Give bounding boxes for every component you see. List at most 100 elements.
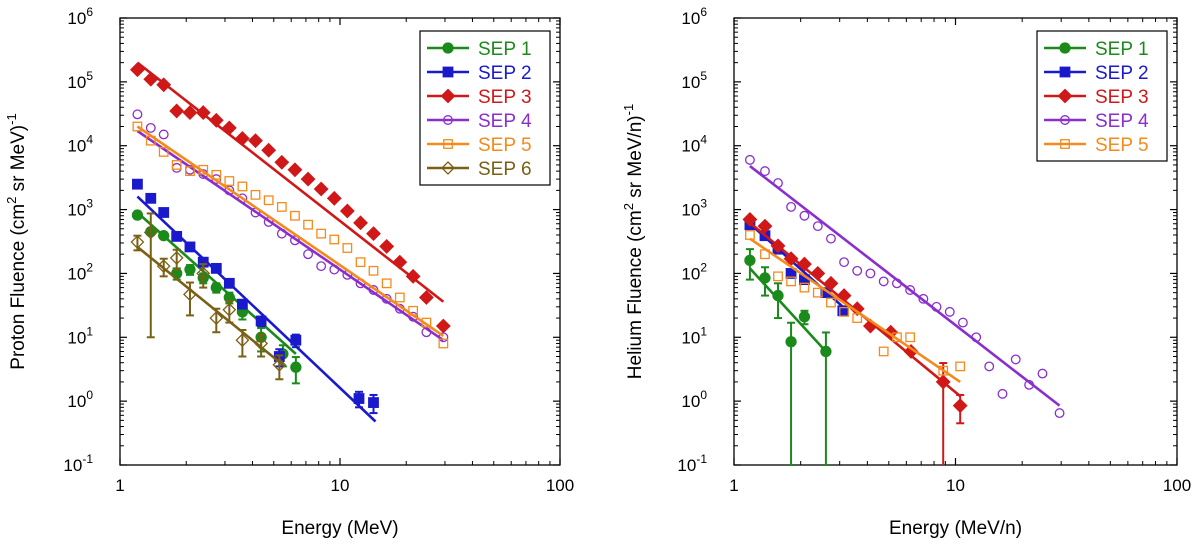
- data-point: [757, 218, 773, 234]
- data-point: [786, 201, 797, 212]
- data-point: [290, 361, 302, 373]
- x-tick-label: 100: [546, 476, 574, 495]
- y-tick-exponent: 1: [86, 324, 93, 338]
- data-point: [1037, 368, 1048, 379]
- data-point: [184, 263, 196, 276]
- data-point: [222, 302, 237, 317]
- y-axis-label: Proton Fluence (cm2 sr MeV)-1: [4, 113, 29, 369]
- legend-label: SEP 1: [1095, 39, 1149, 60]
- y-tick-base: 10: [681, 328, 700, 347]
- y-label-mid: sr MeV/n): [625, 115, 646, 203]
- data-point: [208, 112, 224, 128]
- y-label-sup: 2: [4, 197, 19, 204]
- data-point: [326, 190, 342, 206]
- legend-marker: [1060, 115, 1070, 125]
- data-point: [130, 235, 145, 249]
- y-tick-label: 106: [67, 5, 93, 28]
- data-point: [237, 193, 248, 204]
- y-tick-exponent: 1: [700, 324, 707, 338]
- series-4: [132, 109, 449, 343]
- data-point: [143, 71, 159, 87]
- y-tick-label: 103: [67, 197, 93, 220]
- y-tick-base: 10: [67, 328, 86, 347]
- data-point: [255, 315, 267, 327]
- y-tick-base: 10: [681, 264, 700, 283]
- legend-marker: [442, 66, 454, 78]
- data-point: [826, 297, 836, 308]
- y-tick-label: 103: [681, 197, 707, 220]
- legend-marker: [441, 161, 455, 175]
- x-tick-label: 100: [1163, 476, 1191, 495]
- data-point: [935, 374, 951, 390]
- data-point: [812, 221, 823, 232]
- data-point: [366, 226, 381, 242]
- y-tick-label: 105: [67, 69, 93, 92]
- y-tick-base: 10: [681, 137, 700, 156]
- data-point: [368, 265, 379, 276]
- data-point: [839, 306, 849, 317]
- y-tick-exponent: 3: [86, 197, 93, 211]
- data-point: [234, 131, 250, 146]
- data-point: [185, 166, 195, 177]
- legend-label: SEP 2: [1095, 63, 1149, 84]
- legend-label: SEP 3: [478, 87, 532, 108]
- fit-line: [136, 245, 284, 366]
- plot-area: [742, 154, 1065, 465]
- data-point: [1054, 408, 1065, 419]
- y-tick-base: 10: [681, 201, 700, 220]
- data-point: [145, 135, 156, 146]
- x-tick-label: 1: [729, 476, 738, 495]
- data-point: [316, 261, 327, 272]
- legend-marker: [440, 88, 456, 104]
- data-point: [171, 231, 183, 242]
- data-point: [823, 275, 839, 291]
- data-point: [158, 129, 169, 140]
- y-tick-base: 10: [67, 9, 86, 28]
- y-tick-label: 101: [67, 324, 93, 347]
- data-point: [132, 178, 143, 190]
- y-tick-exponent: 0: [86, 388, 93, 402]
- x-axis-label: Energy (MeV/n): [889, 518, 1022, 539]
- x-tick-label: 10: [331, 476, 350, 495]
- y-tick-base: 10: [67, 264, 86, 283]
- legend-label: SEP 5: [1095, 135, 1149, 156]
- legend: SEP 1 SEP 2 SEP 3 SEP 4 SEP 5 SEP 6: [419, 30, 551, 186]
- y-tick-label: 102: [681, 260, 707, 283]
- data-point: [274, 154, 290, 170]
- data-point: [235, 333, 250, 348]
- data-point: [300, 171, 316, 187]
- y-tick-label: 10-1: [677, 452, 707, 475]
- series-5: [745, 230, 966, 383]
- data-point: [744, 254, 756, 267]
- y-tick-base: 10: [63, 456, 82, 475]
- y-label-sup: 2: [621, 203, 636, 210]
- data-point: [145, 122, 156, 133]
- data-point: [938, 365, 949, 376]
- data-point: [418, 290, 434, 305]
- data-point: [132, 109, 143, 120]
- data-point: [1024, 379, 1035, 390]
- legend-item-5: SEP 5: [1044, 135, 1149, 156]
- fit-line: [136, 129, 445, 342]
- data-point: [254, 336, 269, 351]
- legend: SEP 1 SEP 2 SEP 3 SEP 4 SEP 5: [1036, 30, 1168, 162]
- data-point: [405, 268, 421, 284]
- y-label-sup2: -1: [4, 113, 19, 125]
- data-point: [799, 210, 810, 221]
- data-point: [290, 334, 302, 346]
- series-1: [744, 248, 832, 465]
- y-tick-label: 105: [681, 69, 707, 92]
- data-point: [394, 292, 405, 303]
- data-point: [353, 215, 368, 231]
- legend-label: SEP 2: [478, 63, 532, 84]
- y-label-mid: sr MeV): [8, 125, 29, 197]
- data-point: [820, 345, 832, 358]
- data-point: [878, 346, 889, 357]
- data-point: [957, 317, 968, 328]
- y-tick-exponent: 5: [86, 69, 93, 83]
- x-tick-label: 1: [115, 476, 124, 495]
- y-tick-label: 10-1: [63, 452, 93, 475]
- data-point: [195, 105, 211, 121]
- data-point: [435, 318, 451, 334]
